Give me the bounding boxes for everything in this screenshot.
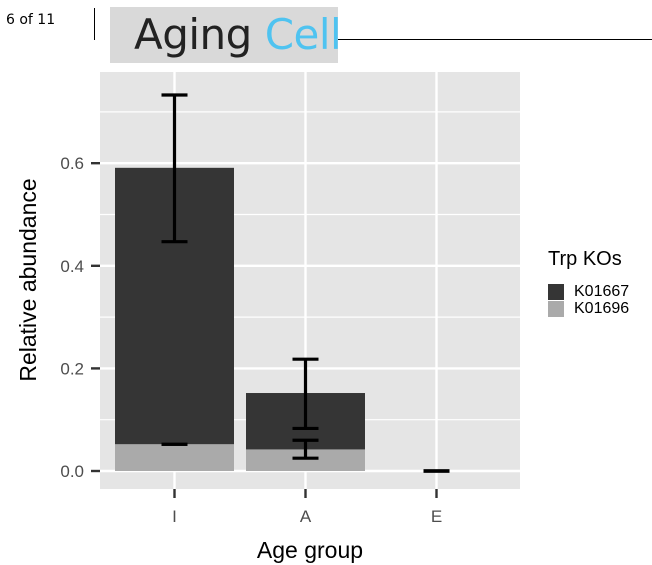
y-tick-label: 0.4	[60, 257, 84, 276]
errors-layer	[161, 93, 450, 473]
legend-swatch-k01667	[548, 283, 564, 300]
y-tick-label: 0.6	[60, 154, 84, 173]
errorbar-k01667-a	[292, 357, 319, 431]
legend-label-k01667: K01667	[574, 282, 630, 300]
errorbar-k01696-a	[292, 438, 319, 460]
y-tick-label: 0.2	[60, 359, 84, 378]
legend-item-k01667: K01667	[548, 283, 629, 300]
legend-item-k01696: K01696	[548, 300, 629, 317]
header-divider-horizontal	[338, 39, 652, 40]
legend-title: Trp KOs	[548, 248, 622, 270]
y-axis-label: Relative abundance	[15, 178, 41, 381]
page-number: 6 of 11	[6, 12, 56, 28]
x-tick-label-i: I	[172, 507, 177, 526]
header-divider-vertical	[94, 8, 95, 40]
x-axis-label: Age group	[257, 537, 363, 563]
errorbar-k01667-i	[161, 93, 188, 244]
legend-swatch-k01696	[548, 300, 564, 317]
axes-layer: 0.0 0.2 0.4 0.6 I A E	[60, 154, 442, 526]
legend-label-k01696: K01696	[574, 299, 630, 317]
journal-logo-box	[110, 7, 338, 63]
bar-k01696-a	[246, 449, 365, 471]
legend: Trp KOs K01667 K01696	[548, 248, 629, 317]
x-tick-label-a: A	[300, 507, 312, 526]
journal-title: Aging Cell	[134, 10, 342, 60]
y-tick-label: 0.0	[60, 462, 84, 481]
journal-title-part1: Aging	[134, 10, 252, 59]
bar-k01696-i	[115, 444, 234, 471]
x-tick-label-e: E	[431, 507, 442, 526]
journal-title-part2: Cell	[264, 10, 342, 59]
